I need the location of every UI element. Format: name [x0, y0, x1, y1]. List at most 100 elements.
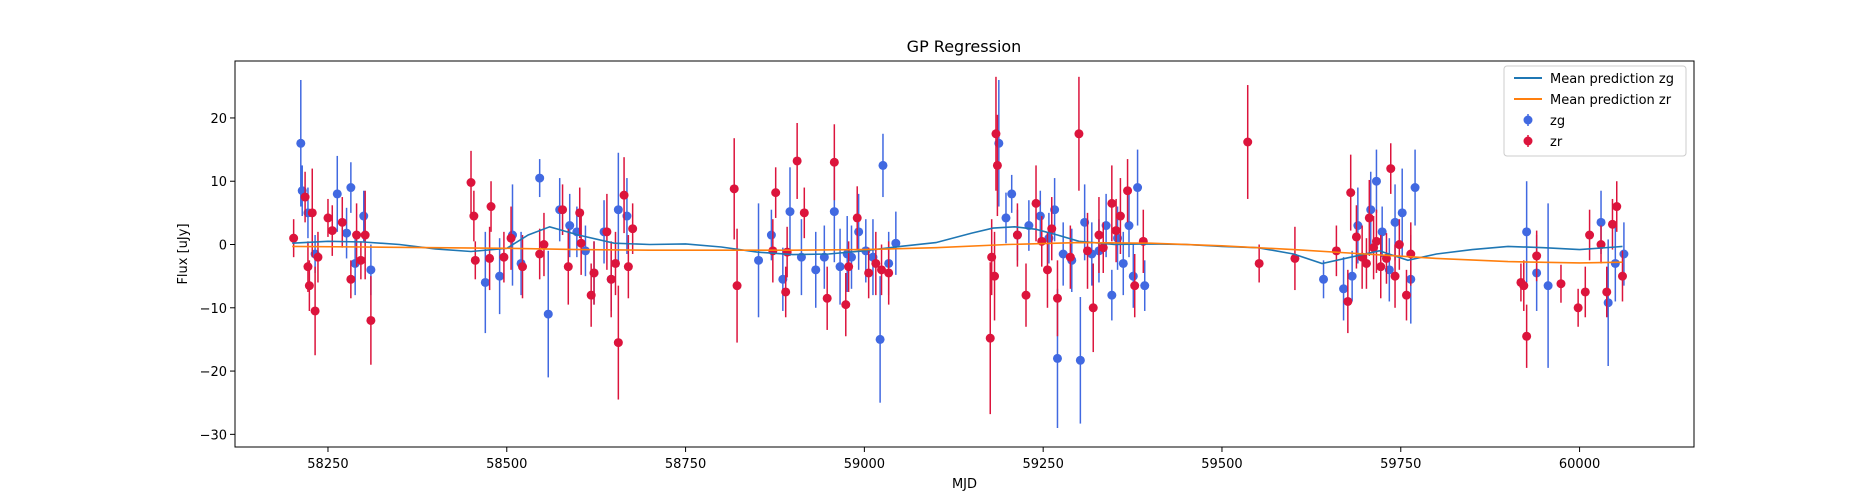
zr-point [1573, 303, 1583, 313]
zr-point [1290, 253, 1300, 263]
zg-point [1596, 217, 1606, 227]
legend-box [1503, 65, 1687, 157]
zr-point [1243, 137, 1253, 147]
zr-point [1386, 164, 1396, 174]
zr-point [844, 262, 854, 272]
zr-point [575, 208, 585, 218]
zr-point [327, 226, 337, 236]
zr-point [304, 281, 314, 291]
zg-point [854, 227, 864, 237]
zr-point [1094, 230, 1104, 240]
zr-point [289, 233, 299, 243]
legend-entry: Mean prediction zg [1514, 72, 1674, 87]
zg-point [580, 246, 590, 256]
zr-point [1519, 281, 1529, 291]
zg-point [342, 228, 352, 238]
zr-point [1130, 281, 1140, 291]
zr-point [563, 262, 573, 272]
zr-point [1612, 202, 1622, 212]
zr-point [1596, 240, 1606, 250]
zr-point [985, 333, 995, 343]
zg-point [296, 138, 306, 148]
zr-point [307, 208, 317, 218]
y-tick-label: −10 [200, 302, 227, 317]
zg-point [1128, 271, 1138, 281]
zr-point [729, 184, 739, 194]
zr-point [771, 188, 781, 198]
zr-point [310, 306, 320, 316]
legend: Mean prediction zg Mean prediction zr zg zr [1503, 65, 1687, 157]
zr-point [602, 227, 612, 237]
zr-point [1115, 211, 1125, 221]
zg-point [495, 271, 505, 281]
zr-point [1088, 303, 1098, 313]
zr-point [1331, 246, 1341, 256]
zr-point [313, 252, 323, 262]
zg-point [1007, 189, 1017, 199]
zg-point [359, 211, 369, 221]
legend-label: Mean prediction zr [1550, 93, 1672, 108]
zg-point [1610, 258, 1620, 268]
zr-point [1031, 198, 1041, 208]
zr-point [732, 281, 742, 291]
zr-point [628, 224, 638, 234]
zr-point [799, 208, 809, 218]
series-zr [289, 76, 1627, 415]
zg-point [613, 205, 623, 215]
legend-label: Mean prediction zg [1550, 72, 1674, 87]
zg-point [480, 277, 490, 287]
zr-point [610, 258, 620, 268]
zg-point [1075, 355, 1085, 365]
chart-title: GP Regression [907, 37, 1022, 56]
zr-point [990, 271, 1000, 281]
zr-point [366, 315, 376, 325]
zr-point [360, 230, 370, 240]
zr-point [337, 217, 347, 227]
zg-point [1140, 281, 1150, 291]
zr-point [1532, 251, 1542, 261]
zr-point [576, 238, 586, 248]
zr-point [1394, 240, 1404, 250]
zr-point [346, 274, 356, 284]
line-mean-prediction-zg [292, 225, 1623, 265]
line-mean-prediction-zr [292, 241, 1623, 264]
zr-point [1065, 252, 1075, 262]
zg-point [1619, 249, 1629, 259]
zr-point [792, 156, 802, 166]
zr-point [1361, 258, 1371, 268]
zr-point [1390, 271, 1400, 281]
zg-point [1410, 183, 1420, 193]
zr-point [864, 268, 874, 278]
zg-point [1133, 183, 1143, 193]
zr-point [1522, 331, 1532, 341]
zr-point [539, 240, 549, 250]
zg-point [875, 334, 885, 344]
zr-point [300, 192, 310, 202]
zg-point [565, 221, 575, 231]
x-axis-label: MJD [952, 477, 977, 492]
zg-point [785, 207, 795, 217]
zr-point [1047, 224, 1057, 234]
zr-point [1037, 236, 1047, 246]
zr-point [506, 233, 516, 243]
y-tick-label: 10 [210, 175, 227, 190]
zr-point [822, 293, 832, 303]
zg-point [819, 252, 829, 262]
zg-point [754, 255, 764, 265]
zg-point [1353, 221, 1363, 231]
zg-point [1603, 298, 1613, 308]
zr-point [606, 274, 616, 284]
zr-point [884, 268, 894, 278]
axes-frame [234, 60, 1695, 448]
zr-point [469, 211, 479, 221]
zg-point [1371, 176, 1381, 186]
zr-point [1346, 188, 1356, 198]
zr-point [1580, 287, 1590, 297]
zr-point [1364, 213, 1374, 223]
zg-point [1397, 208, 1407, 218]
plot-area [289, 76, 1629, 429]
zr-point [1585, 230, 1595, 240]
zg-point [1339, 284, 1349, 294]
zr-point [466, 177, 476, 187]
